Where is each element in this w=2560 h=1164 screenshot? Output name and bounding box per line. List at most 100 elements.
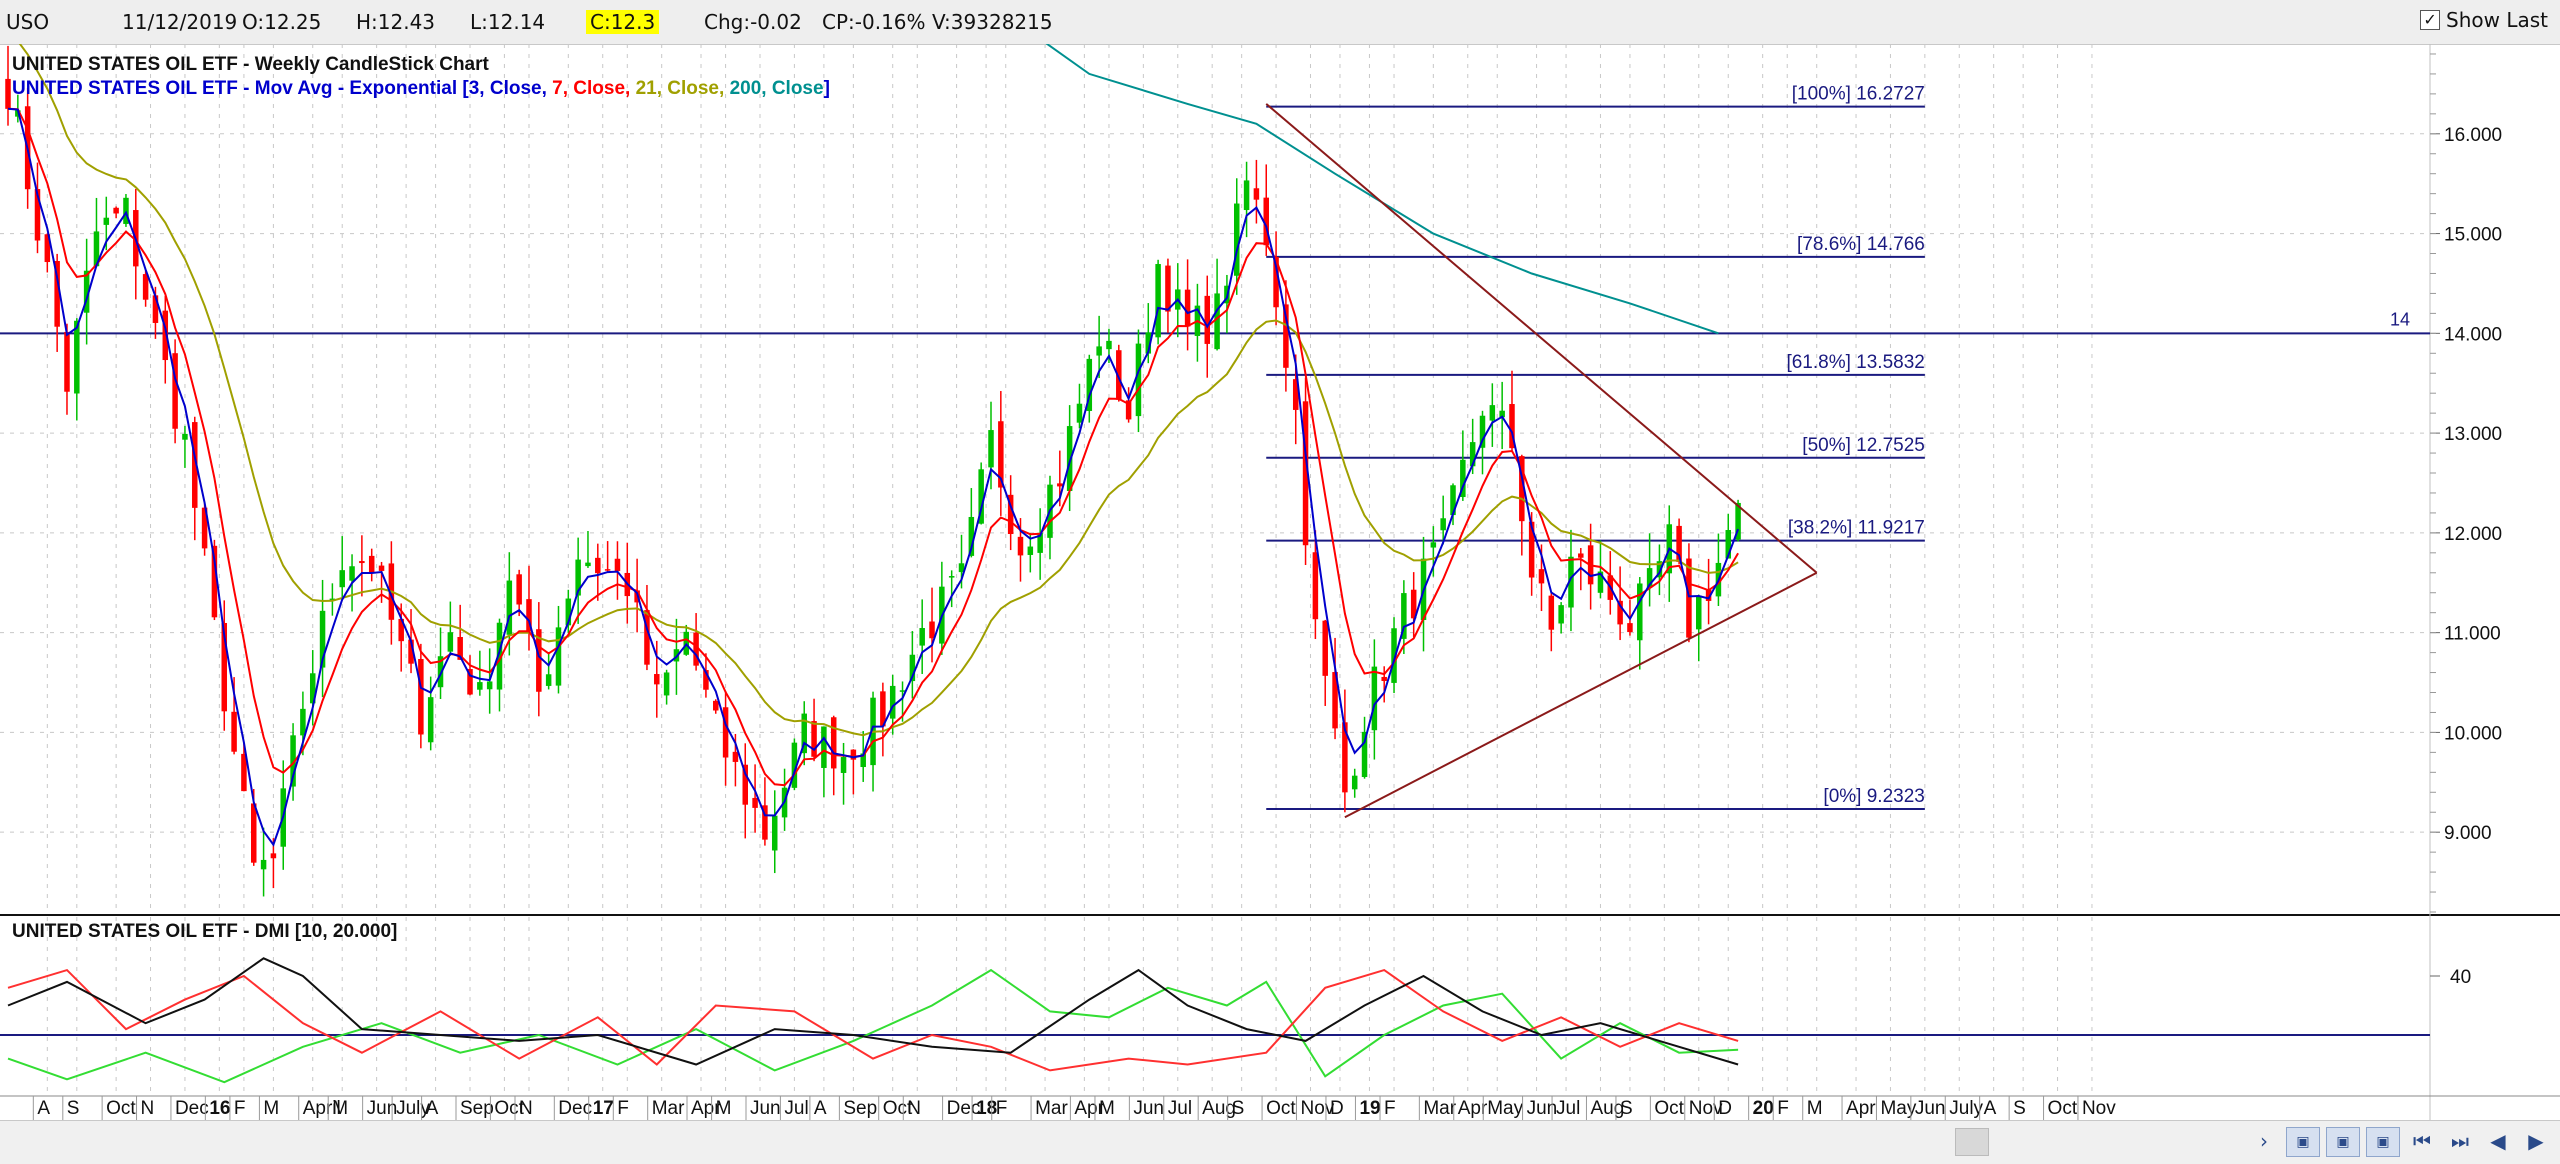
time-axis-label: S [67,1098,80,1119]
time-axis-label: N [907,1098,921,1119]
zoom-in-icon[interactable]: ▣ [2286,1127,2320,1157]
candle-body [44,234,51,263]
candle-body [752,797,758,808]
candle-body [1578,553,1584,558]
time-axis-label: F [234,1098,246,1119]
moving-average-legend: UNITED STATES OIL ETF - Mov Avg - Expone… [12,78,830,99]
fib-level-label: [0%] 9.2323 [1823,786,1924,807]
dmi-axis: 40 [2430,967,2471,988]
triangle-trendlines[interactable] [1265,103,1818,819]
time-axis-label: Oct [883,1098,913,1119]
price-axis: 16.000 15.000 14.000 13.000 12.000 11.000 10.0… [2430,53,2502,913]
time-axis-label: M [1807,1098,1823,1119]
time-axis-label: M [332,1098,348,1119]
candle-body [1125,400,1132,420]
time-axis-label: Jun [1133,1098,1164,1119]
candle-body [496,622,503,690]
fit-chart-icon[interactable]: ▣ [2366,1127,2400,1157]
candle-body [1292,379,1299,410]
time-axis-label: Oct [2048,1098,2078,1119]
candle-body [1519,456,1525,522]
step-back-icon[interactable]: ◀ [2490,1129,2506,1153]
candle-body [1548,595,1555,630]
show-last-checkbox[interactable]: ✓ [2420,10,2441,30]
candle-body [1735,502,1741,540]
show-last-label: Show Last [2446,8,2548,32]
candle-body [103,217,110,225]
time-axis-label: April [303,1098,341,1119]
price-axis-label: 9.000 [2444,823,2492,844]
time-axis-label: F [996,1098,1008,1119]
candle-body [1676,525,1682,562]
candle-body [477,682,483,690]
quote-volume: V:39328215 [932,10,1053,34]
first-page-icon[interactable]: ⏮ [2413,1129,2431,1153]
time-axis-label: M [716,1098,732,1119]
candle-body [1450,485,1456,516]
candle-body [398,618,404,642]
candle-body [644,610,650,665]
candle-body [1509,404,1515,449]
candle-body [319,610,326,668]
quote-date: 11/12/2019 [122,10,238,34]
zoom-out-icon[interactable]: ▣ [2326,1127,2360,1157]
price-axis-label: 14.000 [2444,324,2502,345]
ema3-line [7,107,1740,847]
legend-item-1: 7, Close, [552,78,635,99]
candle-body [418,659,424,735]
candle-body [1568,556,1574,608]
candle-body [1283,304,1289,368]
time-axis-label: Apr [1846,1098,1876,1119]
candle-body [329,598,336,601]
candle-body [1076,403,1083,423]
ema21-line [18,44,1739,737]
time-axis-label: A [814,1098,827,1119]
candle-body [142,274,149,300]
last-page-icon[interactable]: ⏭ [2451,1129,2469,1153]
time-axis-label: S [2013,1098,2026,1119]
candle-body [408,639,414,664]
candle-body [1145,332,1152,354]
candle-body [555,627,562,686]
time-axis-label: Apr [1074,1098,1104,1119]
candle-body [359,561,365,564]
candle-body [1646,568,1653,588]
chart-scroll-bar[interactable]: › ▣ ▣ ▣ ⏮ ⏭ ◀ ▶ [0,1120,2560,1164]
dmi-axis-label: 40 [2450,967,2471,988]
candle-body [182,433,188,440]
show-last-toggle[interactable]: ✓ Show Last [2420,8,2548,32]
candle-body [948,576,955,578]
candle-body [1096,346,1102,356]
legend-prefix: UNITED STATES OIL ETF - Mov Avg - Expone… [12,78,469,99]
step-forward-icon[interactable]: ▶ [2528,1129,2544,1153]
scroll-right-icon[interactable]: › [2260,1129,2268,1153]
candle-body [270,853,277,859]
candle-body [1234,203,1240,276]
candle-body [545,674,552,686]
candlestick-series [5,45,1741,897]
candle-body [899,690,906,692]
candle-body [536,629,542,692]
candle-body [1401,593,1407,639]
scroll-thumb[interactable] [1955,1128,1989,1156]
time-axis-label: Jun [1527,1098,1558,1119]
candle-body [516,574,522,605]
fib-level-label: [78.6%] 14.766 [1797,234,1925,255]
time-axis-label: S [1232,1098,1245,1119]
fibonacci-retracement[interactable]: [100%] 16.2727 [78.6%] 14.766 [61.8%] 13.5… [1266,84,1925,811]
time-axis-label: Apr [691,1098,721,1119]
chart-canvas[interactable]: [100%] 16.2727 [78.6%] 14.766 [61.8%] 13.5… [0,44,2560,1120]
candle-body [221,622,228,712]
time-axis-label: Oct [1654,1098,1684,1119]
price-axis-label: 15.000 [2444,225,2502,246]
candle-body [1135,343,1142,417]
candle-body [339,570,345,588]
time-axis-label: Oct [494,1098,524,1119]
candle-body [1725,530,1731,559]
candle-body [1696,595,1702,630]
time-axis-label: Apr [1458,1098,1488,1119]
candle-body [64,331,70,392]
candle-body [988,430,994,468]
price-level-label: 14 [2390,309,2410,329]
time-axis-label: M [1099,1098,1115,1119]
